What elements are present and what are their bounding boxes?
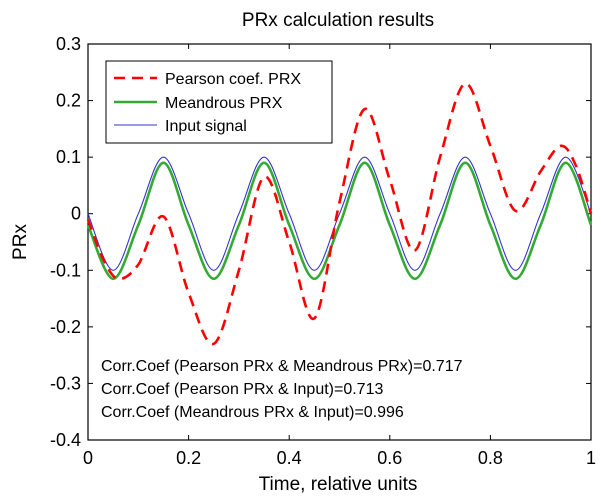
y-axis-ticks: -0.4 -0.3 -0.2 -0.1 0 0.1 0.2 0.3: [50, 34, 591, 450]
annotation-corr-pearson-input: Corr.Coef (Pearson PRx & Input)=0.713: [101, 381, 383, 398]
series-line-pearson: [86, 82, 593, 346]
y-tick-label: -0.2: [50, 317, 81, 337]
y-tick-label: -0.1: [50, 260, 81, 280]
annotation-corr-pearson-meandrous: Corr.Coef (Pearson PRx & Meandrous PRx)=…: [101, 358, 463, 375]
y-tick-label: 0: [71, 204, 81, 224]
x-tick-label: 0: [83, 448, 93, 468]
series-line-meandrous: [86, 161, 593, 281]
y-tick-label: 0.1: [56, 147, 81, 167]
legend-label-pearson: Pearson coef. PRX: [165, 71, 301, 88]
series-line-input: [87, 156, 592, 271]
x-axis-label: Time, relative units: [259, 474, 418, 495]
y-tick-label: 0.3: [56, 34, 81, 54]
series-layer: [86, 82, 593, 346]
x-tick-label: 0.2: [176, 448, 201, 468]
y-axis-label: PRx: [10, 224, 31, 260]
x-tick-label: 0.6: [377, 448, 402, 468]
annotation-corr-meandrous-input: Corr.Coef (Meandrous PRx & Input)=0.996: [101, 404, 404, 421]
y-tick-label: -0.3: [50, 373, 81, 393]
x-axis-ticks: 0 0.2 0.4 0.6 0.8 1: [83, 44, 596, 468]
legend-label-meandrous: Meandrous PRX: [165, 95, 283, 112]
x-tick-label: 0.8: [478, 448, 503, 468]
chart-title: PRx calculation results: [242, 10, 434, 31]
x-tick-label: 1: [586, 448, 596, 468]
legend-label-input: Input signal: [165, 118, 247, 135]
legend: Pearson coef. PRX Meandrous PRX Input si…: [105, 60, 333, 144]
y-tick-label: 0.2: [56, 91, 81, 111]
y-tick-label: -0.4: [50, 430, 81, 450]
x-tick-label: 0.4: [277, 448, 302, 468]
